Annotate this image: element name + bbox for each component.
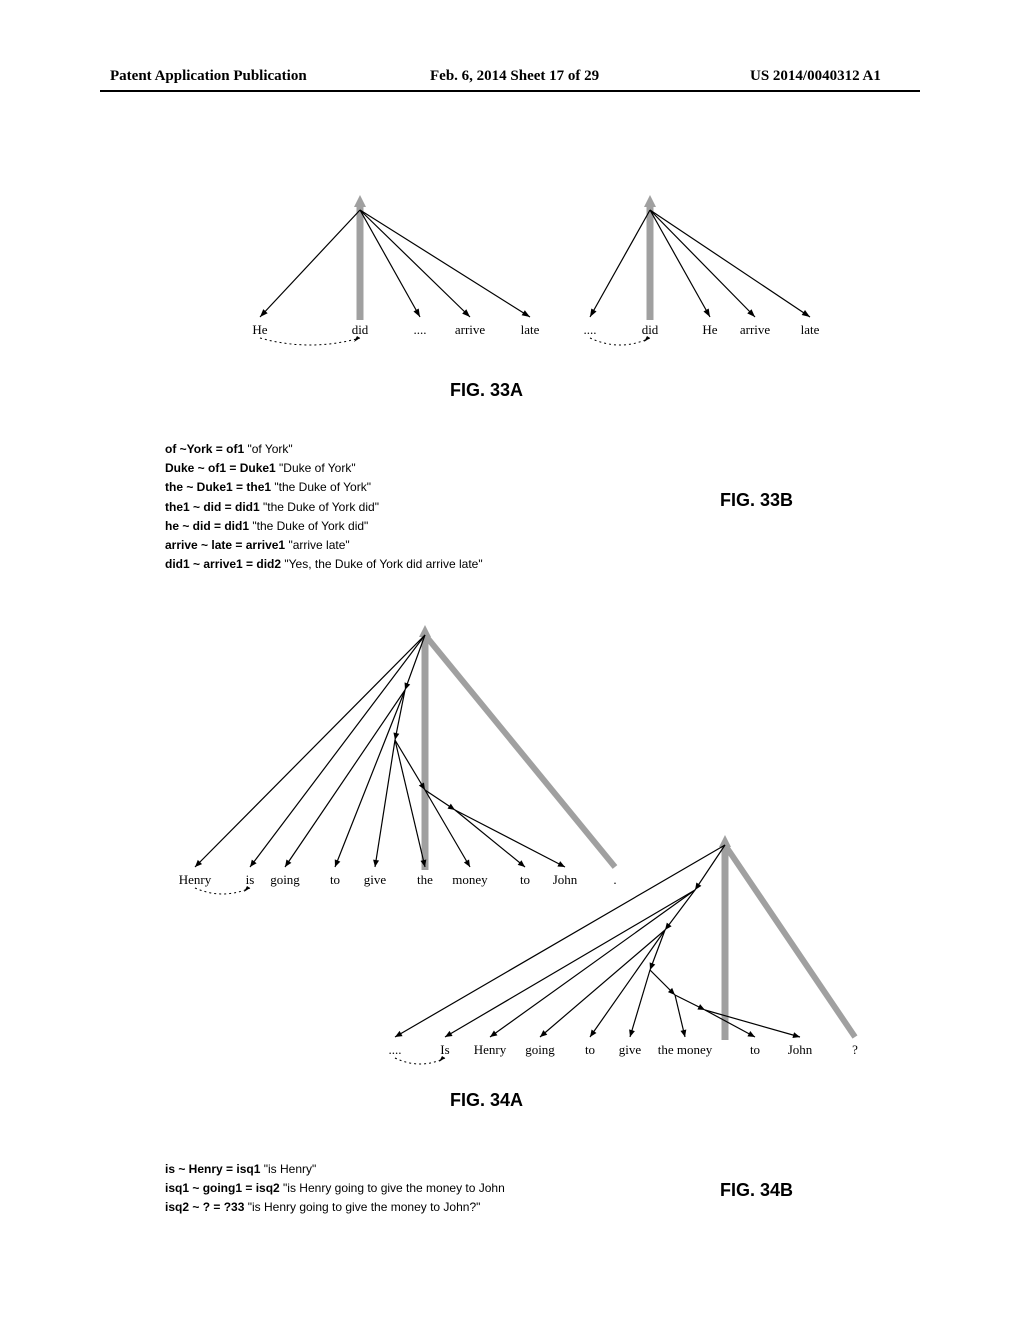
svg-text:going: going — [270, 872, 300, 887]
equation-row: is ~ Henry = isq1 "is Henry" — [165, 1160, 505, 1179]
svg-text:late: late — [801, 322, 820, 337]
svg-text:....: .... — [584, 322, 597, 337]
equation-row: arrive ~ late = arrive1 "arrive late" — [165, 536, 483, 555]
equation-row: he ~ did = did1 "the Duke of York did" — [165, 517, 483, 536]
svg-text:John: John — [788, 1042, 813, 1057]
svg-text:Henry: Henry — [474, 1042, 507, 1057]
svg-text:....: .... — [389, 1042, 402, 1057]
fig33a-label: FIG. 33A — [450, 380, 523, 401]
svg-text:did: did — [642, 322, 659, 337]
header-publication: Patent Application Publication — [110, 68, 307, 85]
svg-text:to: to — [330, 872, 340, 887]
fig34a-label: FIG. 34A — [450, 1090, 523, 1111]
svg-text:going: going — [525, 1042, 555, 1057]
svg-text:did: did — [352, 322, 369, 337]
svg-text:late: late — [521, 322, 540, 337]
svg-text:Henry: Henry — [179, 872, 212, 887]
svg-text:arrive: arrive — [740, 322, 771, 337]
fig33a-tree-left: He did.... arrive late — [240, 190, 560, 360]
header-pubnum: US 2014/0040312 A1 — [750, 68, 881, 85]
svg-text:....: .... — [414, 322, 427, 337]
equation-row: the ~ Duke1 = the1 "the Duke of York" — [165, 478, 483, 497]
svg-text:Is: Is — [440, 1042, 449, 1057]
svg-text:?: ? — [852, 1042, 858, 1057]
fig33b-equations: of ~York = of1 "of York"Duke ~ of1 = Duk… — [165, 440, 483, 574]
fig34a-tree-right: .... Is Henry going to give the money to John? — [375, 830, 895, 1080]
svg-text:arrive: arrive — [455, 322, 486, 337]
svg-text:give: give — [619, 1042, 642, 1057]
fig34b-label: FIG. 34B — [720, 1180, 793, 1201]
equation-row: of ~York = of1 "of York" — [165, 440, 483, 459]
equation-row: Duke ~ of1 = Duke1 "Duke of York" — [165, 459, 483, 478]
equation-row: isq2 ~ ? = ?33 "is Henry going to give t… — [165, 1198, 505, 1217]
fig34b-equations: is ~ Henry = isq1 "is Henry"isq1 ~ going… — [165, 1160, 505, 1218]
header-date-sheet: Feb. 6, 2014 Sheet 17 of 29 — [430, 68, 599, 85]
fig33b-label: FIG. 33B — [720, 490, 793, 511]
svg-text:to: to — [750, 1042, 760, 1057]
svg-text:is: is — [246, 872, 255, 887]
equation-row: the1 ~ did = did1 "the Duke of York did" — [165, 498, 483, 517]
fig33a-tree-right: .... did He arrive late — [570, 190, 850, 360]
svg-text:He: He — [702, 322, 717, 337]
svg-text:the money: the money — [658, 1042, 713, 1057]
svg-text:He: He — [252, 322, 267, 337]
svg-text:to: to — [585, 1042, 595, 1057]
header-rule — [100, 90, 920, 92]
equation-row: isq1 ~ going1 = isq2 "is Henry going to … — [165, 1179, 505, 1198]
equation-row: did1 ~ arrive1 = did2 "Yes, the Duke of … — [165, 555, 483, 574]
